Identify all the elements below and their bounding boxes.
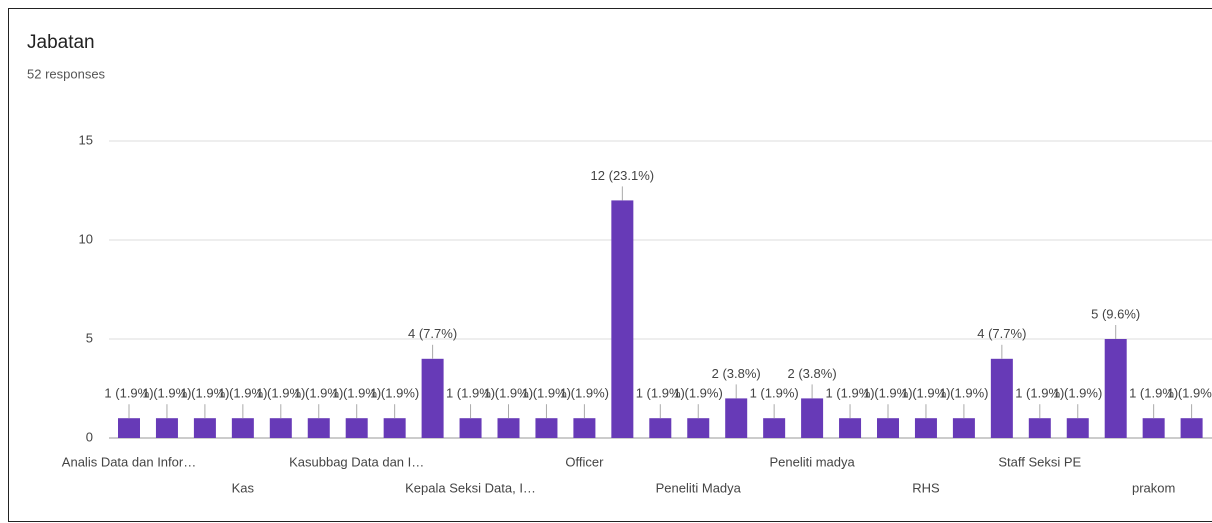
value-label: 1 (1.9%) [142, 386, 191, 401]
value-label: 1 (1.9%) [294, 386, 343, 401]
bar [497, 418, 520, 438]
value-label: 1 (1.9%) [256, 386, 305, 401]
x-tick-label: prakom [1132, 480, 1175, 495]
value-label: 1 (1.9%) [636, 386, 685, 401]
y-tick-label: 5 [86, 330, 93, 345]
bar [1142, 418, 1165, 438]
value-label: 1 (1.9%) [825, 386, 874, 401]
value-label: 1 (1.9%) [863, 386, 912, 401]
bar [877, 418, 899, 438]
chart: Jabatan 52 responses 0 5 10 15 1 (1.9%) Anali… [27, 32, 1212, 495]
x-tick-label: Kas [232, 480, 255, 495]
bar [573, 418, 596, 438]
bar [952, 418, 975, 438]
value-label: 1 (1.9%) [484, 386, 533, 401]
bar [155, 418, 178, 438]
chart-card: Jabatan 52 responses 0 5 10 15 1 (1.9%) Anali… [8, 8, 1212, 522]
bar [383, 418, 406, 438]
value-label: 1 (1.9%) [1053, 386, 1102, 401]
value-label: 1 (1.9%) [939, 386, 988, 401]
value-label: 1 (1.9%) [674, 386, 723, 401]
value-label: 1 (1.9%) [1129, 386, 1178, 401]
value-label: 2 (3.8%) [788, 366, 837, 381]
chart-subtitle: 52 responses [27, 66, 106, 81]
value-label: 1 (1.9%) [750, 386, 799, 401]
bar [269, 418, 292, 438]
value-label: 1 (1.9%) [901, 386, 950, 401]
value-label: 1 (1.9%) [446, 386, 495, 401]
bar [535, 418, 558, 438]
value-label: 1 (1.9%) [522, 386, 571, 401]
x-tick-label: RHS [912, 480, 940, 495]
value-label: 12 (23.1%) [591, 168, 655, 183]
x-tick-label: Peneliti madya [769, 454, 855, 469]
bar [611, 200, 634, 438]
bar [1028, 418, 1051, 438]
bar [914, 418, 937, 438]
bar [649, 418, 672, 438]
value-label: 1 (1.9%) [104, 386, 153, 401]
bar [990, 358, 1013, 438]
y-tick-label: 15 [79, 132, 93, 147]
chart-title: Jabatan [27, 32, 95, 53]
bar [421, 358, 444, 438]
bar [231, 418, 254, 438]
x-tick-label: Peneliti Madya [656, 480, 742, 495]
x-tick-label: Staff Seksi PE [998, 454, 1081, 469]
value-label: 1 (1.9%) [1167, 386, 1212, 401]
bar [839, 418, 862, 438]
value-label: 1 (1.9%) [332, 386, 381, 401]
value-label: 1 (1.9%) [1015, 386, 1064, 401]
bar [1104, 339, 1127, 438]
x-tick-label: Kasubbag Data dan I… [289, 454, 424, 469]
value-label: 2 (3.8%) [712, 366, 761, 381]
y-tick-label: 0 [86, 429, 93, 444]
value-label: 4 (7.7%) [977, 326, 1026, 341]
bar [687, 418, 710, 438]
x-tick-label: Kepala Seksi Data, I… [405, 480, 536, 495]
value-label: 4 (7.7%) [408, 326, 457, 341]
value-label: 1 (1.9%) [560, 386, 609, 401]
x-tick-label: Officer [565, 454, 604, 469]
bar [459, 418, 482, 438]
x-tick-label: Analis Data dan Infor… [62, 454, 196, 469]
bar [725, 398, 748, 438]
value-label: 5 (9.6%) [1091, 306, 1140, 321]
value-label: 1 (1.9%) [370, 386, 419, 401]
bar [801, 398, 824, 438]
bar [193, 418, 216, 438]
bar [118, 418, 140, 438]
bar [345, 418, 368, 438]
value-label: 1 (1.9%) [218, 386, 267, 401]
value-label: 1 (1.9%) [180, 386, 229, 401]
bar [763, 418, 786, 438]
bar [307, 418, 330, 438]
y-tick-label: 10 [79, 231, 93, 246]
bar [1180, 418, 1203, 438]
bar [1066, 418, 1089, 438]
